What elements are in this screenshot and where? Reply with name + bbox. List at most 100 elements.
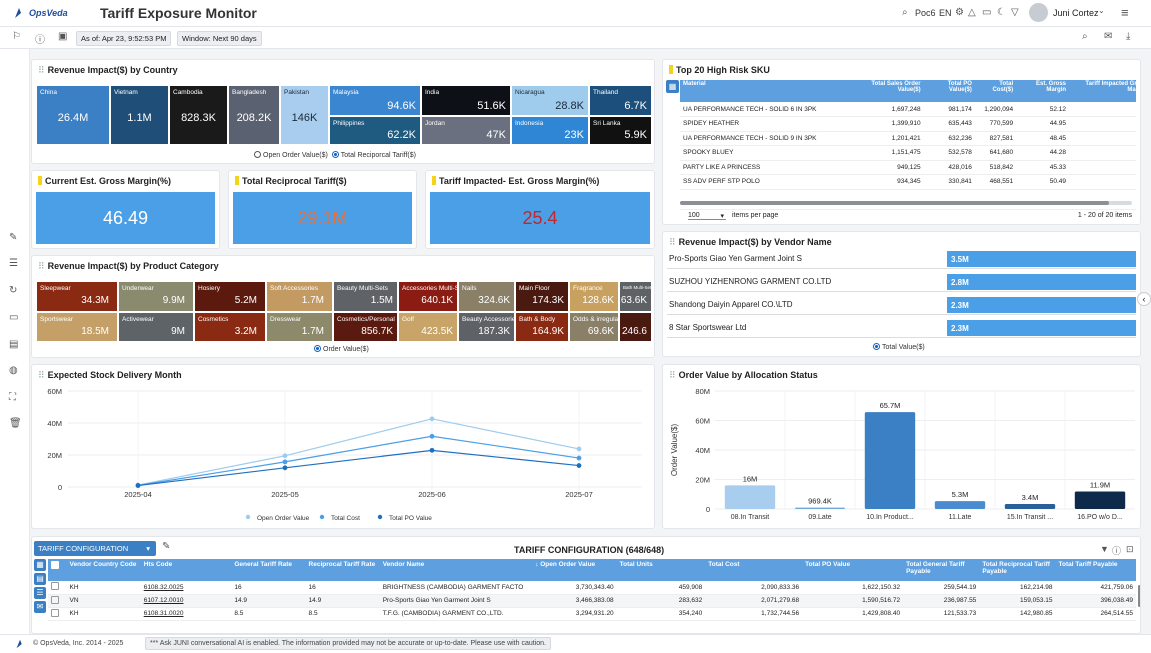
filter-icon[interactable]: ▼	[1100, 544, 1109, 554]
vendor-bar[interactable]: 3.5M	[947, 251, 1136, 267]
table-row[interactable]: SPIDEY HEATHER 1,399,910 635,443 770,599 44.…	[680, 116, 1136, 132]
row-checkbox[interactable]	[48, 607, 67, 621]
column-header[interactable]: Total Tariff Payable	[1055, 559, 1136, 581]
treemap-tile-vietnam[interactable]: Vietnam 1.1M	[110, 85, 169, 145]
column-header[interactable]: Vendor Country Code	[66, 559, 141, 581]
column-header[interactable]: Total Cost($)	[974, 80, 1017, 102]
column-header[interactable]: Hts Code	[140, 559, 232, 581]
drag-handle-icon[interactable]: ⠿	[38, 65, 45, 75]
collapse-panel-icon[interactable]: ‹	[1137, 292, 1151, 306]
table-row[interactable]: SPOOKY BLUEY 1,151,475 532,578 641,680 44.28…	[680, 145, 1136, 161]
treemap-tile-pakistan[interactable]: Pakistan 146K	[280, 85, 329, 145]
treemap-tile[interactable]: Fragrance 128.6K	[569, 281, 619, 312]
mail-icon[interactable]: ✉	[1104, 31, 1113, 42]
column-header[interactable]: Tariff Impacted Gross Margin	[1069, 80, 1136, 102]
drag-handle-icon[interactable]: ⠿	[669, 237, 676, 247]
column-header[interactable]: Est. Gross Margin	[1016, 80, 1070, 102]
treemap-tile[interactable]: Hosiery 5.2M	[194, 281, 266, 312]
language-selector[interactable]: EN	[939, 8, 952, 18]
chevron-down-icon[interactable]: ⌄	[1098, 6, 1105, 15]
treemap-tile[interactable]: Sportswear 18.5M	[36, 312, 118, 342]
list-icon[interactable]: ☰	[34, 587, 46, 599]
treemap-tile-malaysia[interactable]: Malaysia 94.6K	[329, 85, 421, 116]
table-row[interactable]: KH 6108.31.0020 8.5 8.5 T.F.G. (CAMBODIA) GA…	[48, 607, 1136, 621]
vertical-scrollbar[interactable]	[1138, 585, 1140, 607]
treemap-tile[interactable]: Accessories Multi-Sets 640.1K	[398, 281, 458, 312]
vendor-row[interactable]: 8 Star Sportswear Ltd 2.3M	[667, 319, 1136, 338]
treemap-tile-india[interactable]: India 51.6K	[421, 85, 511, 116]
vendor-row[interactable]: Pro-Sports Giao Yen Garment Joint S 3.5M	[667, 250, 1136, 269]
treemap-tile[interactable]: Main Floor 174.3K	[515, 281, 569, 312]
row-checkbox[interactable]	[48, 581, 67, 595]
config-dropdown[interactable]: TARIFF CONFIGURATION ▾	[34, 541, 156, 556]
vendor-bar[interactable]: 2.8M	[947, 274, 1136, 290]
menu-icon[interactable]: ≡	[1121, 5, 1129, 20]
column-header[interactable]: Total Cost	[705, 559, 803, 581]
drag-handle-icon[interactable]: ⠿	[38, 261, 45, 271]
table-row[interactable]: UA PERFORMANCE TECH - SOLID 9 IN 3PK 1,20…	[680, 131, 1136, 146]
edit-icon[interactable]: ✎	[9, 232, 18, 243]
gear-icon[interactable]: ⚙	[955, 7, 964, 18]
treemap-tile-jordan[interactable]: Jordan 47K	[421, 116, 511, 145]
download-icon[interactable]: ⤓	[1126, 31, 1131, 42]
treemap-tile[interactable]: Nails 324.6K	[458, 281, 515, 312]
message-icon[interactable]: ▭	[982, 7, 992, 18]
column-header[interactable]: Total Reciprocal Tariff Payable	[979, 559, 1056, 581]
treemap-tile[interactable]: 246.6	[619, 312, 652, 342]
horizontal-scrollbar[interactable]	[680, 201, 1132, 205]
drag-handle-icon[interactable]: ⠿	[38, 370, 45, 380]
treemap-tile[interactable]: Cosmetics/Personal Care 856.7K	[333, 312, 398, 342]
pencil-icon[interactable]: ✎	[162, 541, 171, 552]
table-row[interactable]: VN 6107.12.0010 14.9 14.9 Pro-Sports Giao Ye…	[48, 594, 1136, 608]
table-row[interactable]: KH 6108.32.0025 16 16 BRIGHTNESS (CAMBODIA) …	[48, 581, 1136, 595]
treemap-tile-sri-lanka[interactable]: Sri Lanka 5.9K	[589, 116, 652, 145]
treemap-tile[interactable]: Activewear 9M	[118, 312, 194, 342]
treemap-tile[interactable]: Cosmetics 3.2M	[194, 312, 266, 342]
avatar[interactable]	[1029, 3, 1048, 22]
treemap-tile[interactable]: Sleepwear 34.3M	[36, 281, 118, 312]
column-header[interactable]: General Tariff Rate	[231, 559, 306, 581]
select-all-checkbox[interactable]	[48, 559, 67, 581]
treemap-tile-philippines[interactable]: Philippines 62.2K	[329, 116, 421, 145]
bar[interactable]	[1074, 491, 1126, 509]
column-header[interactable]: ↓ Open Order Value	[532, 559, 617, 581]
grid-view-icon[interactable]: ▦	[666, 80, 679, 93]
grid-view-icon[interactable]: ▦	[34, 559, 46, 571]
table-row[interactable]: PARTY LIKE A PRINCESS 949,125 428,016 518,8…	[680, 160, 1136, 175]
bar[interactable]	[934, 501, 986, 509]
column-header[interactable]: Total PO Value	[802, 559, 904, 581]
treemap-tile-china[interactable]: China 26.4M	[36, 85, 110, 145]
treemap-tile[interactable]: Bath & Body 164.9K	[515, 312, 569, 342]
row-checkbox[interactable]	[48, 594, 67, 608]
product-legend[interactable]: Order Value($)	[314, 345, 369, 353]
moon-icon[interactable]: ☾	[997, 7, 1006, 18]
bar[interactable]	[864, 412, 916, 509]
column-header[interactable]: Total Sales Order Value($)	[850, 80, 924, 102]
column-header[interactable]: Total General Tariff Payable	[903, 559, 980, 581]
table-row[interactable]: UA PERFORMANCE TECH - SOLID 6 IN 3PK 1,69…	[680, 102, 1136, 117]
info-icon[interactable]: ⓘ	[1112, 546, 1122, 556]
expand-icon[interactable]: ⛶	[9, 392, 16, 403]
vendor-row[interactable]: SUZHOU YIZHENRONG GARMENT CO.LTD 2.8M	[667, 273, 1136, 292]
treemap-tile-cambodia[interactable]: Cambodia 828.3K	[169, 85, 228, 145]
document-icon[interactable]: ▤	[9, 339, 19, 350]
treemap-tile[interactable]: Golf 423.5K	[398, 312, 458, 342]
treemap-tile[interactable]: Beauty Accessories 187.3K	[458, 312, 515, 342]
env-label[interactable]: Poc6	[915, 8, 936, 18]
radio-open-order[interactable]: Open Order Value($)	[254, 151, 328, 159]
list-icon[interactable]: ☰	[9, 258, 18, 269]
treemap-tile[interactable]: Soft Accessories 1.7M	[266, 281, 333, 312]
mail-icon[interactable]: ✉	[34, 601, 46, 613]
treemap-tile-thailand[interactable]: Thailand 6.7K	[589, 85, 652, 116]
layout-icon[interactable]: ▤	[34, 573, 46, 585]
search-icon[interactable]: ⌕	[902, 7, 908, 18]
search-icon[interactable]: ⌕	[1082, 31, 1088, 42]
vendor-bar[interactable]: 2.3M	[947, 320, 1136, 336]
bookmark-icon[interactable]: ⚐	[12, 31, 21, 42]
drag-handle-icon[interactable]: ⠿	[669, 370, 676, 380]
user-name[interactable]: Juni Cortez	[1053, 8, 1099, 18]
filter-icon[interactable]: ▽	[1011, 7, 1019, 18]
column-header[interactable]: Vendor Name	[379, 559, 533, 581]
treemap-tile-indonesia[interactable]: Indonesia 23K	[511, 116, 589, 145]
treemap-tile[interactable]: Beauty Multi-Sets 1.5M	[333, 281, 398, 312]
